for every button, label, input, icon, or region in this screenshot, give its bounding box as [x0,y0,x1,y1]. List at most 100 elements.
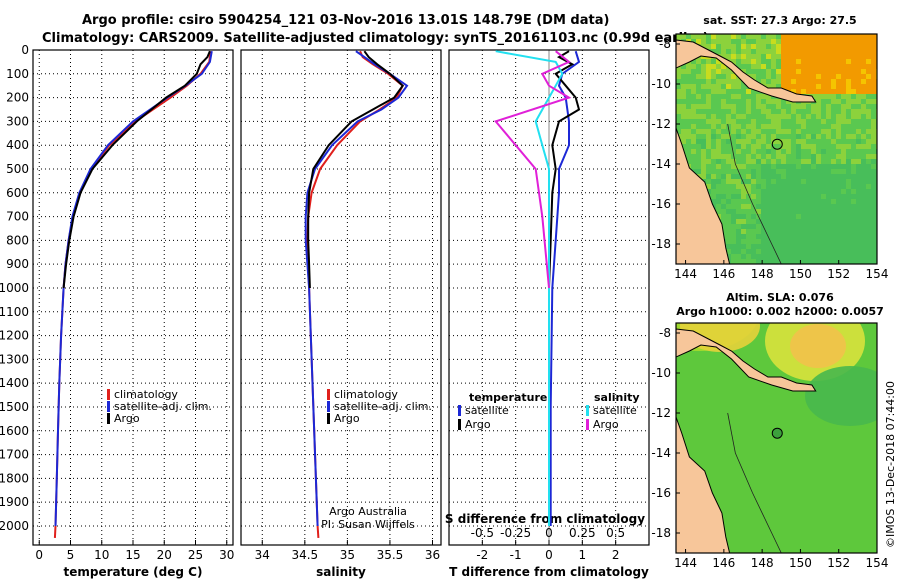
sst-cell [811,144,817,150]
sst-cell [861,174,867,180]
sst-cell [696,79,702,85]
sst-cell [771,49,777,55]
sst-cell [866,254,872,260]
sst-cell [766,104,772,110]
sst-cell [866,239,872,245]
sst-cell [866,199,872,205]
sst-cell [821,174,827,180]
sst-cell [861,49,867,55]
sst-cell [856,74,862,80]
sst-cell [831,224,837,230]
sst-cell [796,104,802,110]
sst-cell [811,244,817,250]
sst-cell [841,249,847,255]
sst-cell [691,69,697,75]
sst-cell [851,34,857,40]
sst-cell [761,149,767,155]
sst-cell [706,59,712,65]
sst-cell [686,34,692,40]
sst-cell [781,79,787,85]
sst-cell [771,69,777,75]
sst-cell [756,189,762,195]
sst-cell [696,94,702,100]
sst-cell [866,204,872,210]
sst-cell [806,89,812,95]
sst-cell [811,39,817,45]
sst-cell [741,49,747,55]
sst-cell [726,204,732,210]
sst-cell [831,134,837,140]
sst-cell [771,39,777,45]
sst-cell [871,254,877,260]
sst-cell [796,79,802,85]
sst-cell [781,219,787,225]
y-tick-label: 1500 [0,400,29,414]
sst-cell [741,214,747,220]
sst-cell [826,154,832,160]
sst-cell [796,84,802,90]
sst-cell [711,144,717,150]
sst-cell [786,79,792,85]
sst-cell [836,164,842,170]
sst-cell [711,124,717,130]
sst-cell [756,49,762,55]
sst-cell [761,254,767,260]
map-x-tick-label: 150 [789,267,812,281]
sst-cell [691,109,697,115]
sst-cell [741,199,747,205]
sst-cell [716,69,722,75]
sst-cell [711,49,717,55]
sst-cell [811,104,817,110]
sst-cell [806,109,812,115]
sst-cell [861,119,867,125]
sst-cell [676,34,682,40]
sst-cell [856,154,862,160]
sst-cell [821,89,827,95]
land-australia [676,127,731,264]
sst-cell [741,64,747,70]
sst-cell [866,54,872,60]
sst-cell [801,239,807,245]
sst-cell [816,154,822,160]
sst-cell [746,254,752,260]
sst-cell [691,114,697,120]
sst-cell [856,249,862,255]
legend-swatch [327,389,330,400]
sst-cell [741,234,747,240]
sst-cell [721,139,727,145]
sst-cell [856,229,862,235]
panel-frame [240,49,442,546]
sst-cell [746,164,752,170]
sst-cell [846,99,852,105]
sst-cell [866,114,872,120]
sst-cell [676,89,682,95]
sst-cell [831,49,837,55]
x-axis-label: temperature (deg C) [64,565,203,579]
sst-cell [751,149,757,155]
sst-cell [846,169,852,175]
sst-cell [751,219,757,225]
sst-cell [731,184,737,190]
sst-cell [861,239,867,245]
sst-cell [821,69,827,75]
sst-cell [871,199,877,205]
sst-cell [791,229,797,235]
sst-cell [721,154,727,160]
sst-cell [851,224,857,230]
sst-cell [696,89,702,95]
sst-cell [756,259,762,264]
sst-cell [821,254,827,260]
sst-cell [746,229,752,235]
sst-cell [761,94,767,100]
sst-cell [741,144,747,150]
sst-cell [831,119,837,125]
sst-cell [746,114,752,120]
sst-cell [791,159,797,165]
sst-cell [746,174,752,180]
sst-cell [756,134,762,140]
sst-cell [751,189,757,195]
sst-cell [761,64,767,70]
sst-cell [871,239,877,245]
x-tick-label: 35.5 [377,548,404,562]
sst-cell [766,194,772,200]
